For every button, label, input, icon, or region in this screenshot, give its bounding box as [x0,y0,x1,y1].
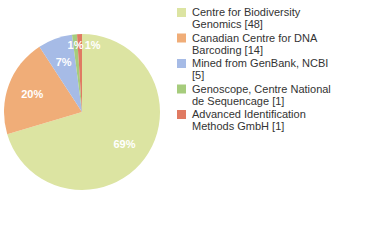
data-label: 20% [21,88,43,100]
pie [4,34,160,190]
legend-label-line: de Sequencage [1] [192,95,284,107]
legend-item: Genoscope, Centre Nationalde Sequencage … [177,83,331,107]
legend-swatch [177,110,186,119]
legend: Centre for BiodiversityGenomics [48]Cana… [177,6,331,132]
legend-item: Centre for BiodiversityGenomics [48] [177,6,301,30]
legend-label-line: Mined from GenBank, NCBI [192,57,328,69]
legend-label-line: Canadian Centre for DNA [192,32,318,44]
legend-label-line: Barcoding [14] [192,44,263,56]
legend-label: Advanced IdentificationMethods GmbH [1] [192,108,306,132]
legend-item: Canadian Centre for DNABarcoding [14] [177,32,318,56]
legend-label-line: Advanced Identification [192,108,306,120]
data-label: 69% [113,138,135,150]
data-label: 1% [68,39,84,51]
legend-label: Mined from GenBank, NCBI[5] [192,57,328,81]
data-label: 1% [85,39,101,51]
legend-item: Mined from GenBank, NCBI[5] [177,57,328,81]
data-label: 7% [56,56,72,68]
chart: 69% 20% 7% 1%1% Centre for BiodiversityGenom… [0,0,380,240]
legend-label-line: Genomics [48] [192,18,263,30]
legend-swatch [177,8,186,17]
legend-label-line: Genoscope, Centre National [192,83,331,95]
legend-label: Canadian Centre for DNABarcoding [14] [192,32,318,56]
legend-label: Centre for BiodiversityGenomics [48] [192,6,301,30]
data-labels: 69% 20% 7% 1%1% [21,39,136,150]
legend-label-line: Methods GmbH [1] [192,120,284,132]
legend-label-line: Centre for Biodiversity [192,6,301,18]
legend-swatch [177,59,186,68]
legend-swatch [177,34,186,43]
legend-swatch [177,85,186,94]
legend-label-line: [5] [192,69,204,81]
legend-item: Advanced IdentificationMethods GmbH [1] [177,108,306,132]
legend-label: Genoscope, Centre Nationalde Sequencage … [192,83,331,107]
